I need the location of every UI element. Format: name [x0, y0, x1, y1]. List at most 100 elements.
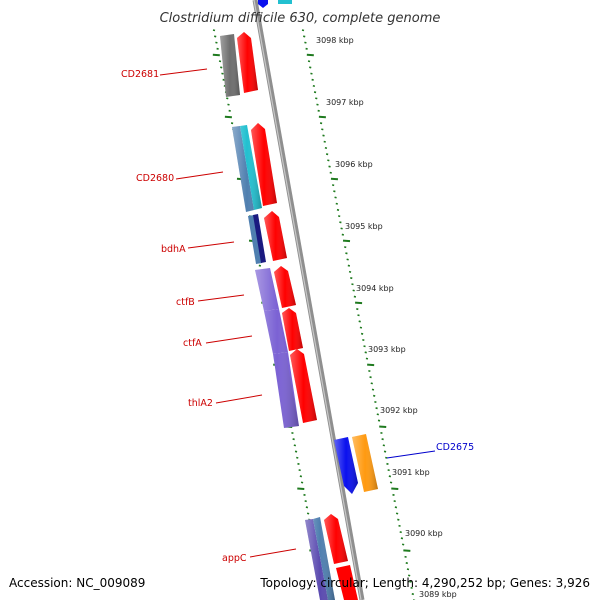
minor-tick — [376, 413, 379, 416]
minor-tick — [323, 140, 326, 143]
minor-tick — [389, 481, 393, 484]
gene-block-top[interactable] — [278, 0, 292, 4]
label-line-cd2681 — [159, 68, 208, 76]
minor-tick — [348, 270, 352, 273]
scale-label: 3096 kbp — [335, 160, 373, 169]
map-title: Clostridium difficile 630, complete geno… — [160, 11, 441, 26]
scale-label: 3093 kbp — [368, 345, 406, 354]
minor-tick — [307, 60, 311, 63]
gene-label-thla2[interactable]: thlA2 — [188, 398, 213, 409]
minor-tick — [310, 72, 313, 75]
minor-tick — [350, 277, 353, 280]
major-tick — [330, 177, 339, 181]
minor-tick — [351, 283, 354, 286]
minor-tick — [303, 493, 306, 496]
minor-tick — [364, 351, 367, 354]
scale-label: 3097 kbp — [326, 98, 364, 107]
gene-label-ctfb[interactable]: ctfB — [176, 297, 195, 308]
outer-scale-ticks — [301, 29, 416, 600]
label-line-cd2680 — [175, 171, 224, 180]
minor-tick — [368, 369, 371, 373]
gene-arrow-appc-lower[interactable] — [336, 565, 358, 600]
scale-label: 3098 kbp — [316, 36, 354, 45]
minor-tick — [362, 339, 365, 342]
minor-tick — [334, 196, 337, 199]
minor-tick — [394, 506, 398, 509]
major-tick — [403, 549, 411, 552]
minor-tick — [407, 574, 411, 577]
minor-tick — [372, 394, 376, 397]
minor-tick — [392, 493, 395, 496]
minor-tick — [322, 134, 325, 137]
genome-backbone-highlight — [253, 0, 362, 600]
gene-block-bdha-navy[interactable] — [253, 214, 266, 263]
minor-tick — [315, 97, 318, 100]
gene-block-bdha-steel[interactable] — [248, 215, 262, 264]
minor-tick — [215, 41, 218, 44]
gene-arrow-ctfb-shade — [274, 266, 296, 308]
minor-tick — [380, 431, 383, 434]
minor-tick — [293, 444, 297, 447]
gene-label-cd2675[interactable]: CD2675 — [436, 442, 474, 453]
scale-label: 3092 kbp — [380, 406, 418, 415]
minor-tick — [345, 252, 348, 255]
minor-tick — [311, 78, 314, 81]
gene-label-ctfa[interactable]: ctfA — [183, 338, 202, 349]
gene-arrow-bdha-shade — [264, 211, 287, 261]
minor-tick — [317, 109, 320, 112]
major-tick — [224, 115, 232, 119]
minor-tick — [214, 35, 217, 38]
minor-tick — [344, 246, 347, 249]
minor-tick — [363, 345, 366, 348]
minor-tick — [410, 586, 413, 589]
gene-block-appc-shade — [305, 517, 335, 600]
gene-block-cd2680-shade — [232, 125, 262, 212]
minor-tick — [297, 462, 300, 465]
gene-arrow-ctfa-shade — [282, 308, 303, 351]
gene-features — [220, 0, 378, 600]
minor-tick — [383, 450, 387, 453]
major-tick — [367, 363, 375, 367]
minor-tick — [388, 475, 392, 478]
minor-tick — [405, 562, 408, 565]
gene-label-cd2681[interactable]: CD2681 — [121, 69, 159, 80]
minor-tick — [319, 122, 323, 125]
topology-text: Topology: circular; Length: 4,290,252 bp… — [259, 576, 590, 590]
minor-tick — [336, 208, 340, 211]
scale-label: 3090 kbp — [405, 529, 443, 538]
minor-tick — [316, 103, 319, 106]
minor-tick — [340, 227, 343, 230]
minor-tick — [222, 78, 225, 81]
minor-tick — [395, 512, 399, 515]
minor-tick — [226, 97, 229, 100]
minor-tick — [328, 165, 331, 168]
minor-tick — [374, 400, 377, 404]
minor-tick — [300, 481, 304, 484]
label-line-ctfb — [197, 294, 245, 302]
minor-tick — [338, 215, 341, 218]
gene-label-bdha[interactable]: bdhA — [161, 244, 186, 255]
gene-arrow-cd2680-shade — [251, 123, 277, 206]
accession-text: Accession: NC_009089 — [9, 576, 145, 590]
minor-tick — [220, 66, 223, 69]
scale-label: 3089 kbp — [419, 590, 457, 599]
minor-tick — [301, 29, 305, 32]
minor-tick — [357, 314, 360, 317]
minor-tick — [331, 184, 335, 187]
gene-label-appc[interactable]: appC — [222, 553, 247, 564]
minor-tick — [294, 450, 298, 453]
gene-label-cd2680[interactable]: CD2680 — [136, 173, 174, 184]
minor-tick — [398, 524, 401, 527]
minor-tick — [212, 29, 216, 32]
minor-tick — [347, 264, 351, 267]
minor-tick — [333, 190, 336, 193]
minor-tick — [397, 518, 400, 521]
minor-tick — [385, 456, 388, 459]
minor-tick — [406, 568, 410, 571]
gene-arrow-top[interactable] — [258, 0, 268, 8]
minor-tick — [352, 289, 355, 292]
minor-tick — [346, 258, 349, 261]
major-tick — [306, 53, 314, 57]
minor-tick — [305, 506, 309, 509]
